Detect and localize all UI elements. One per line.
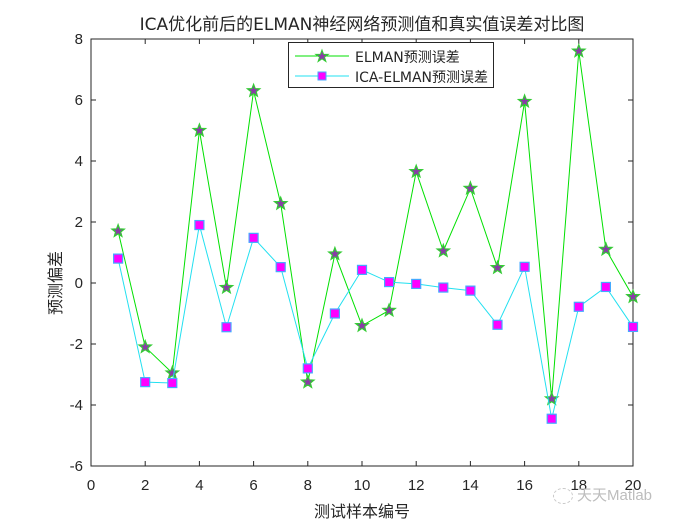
data-point <box>411 278 422 290</box>
x-tick-label: 18 <box>570 477 587 494</box>
data-point <box>164 364 181 380</box>
data-point <box>167 377 178 389</box>
data-point <box>354 317 370 333</box>
x-tick-label: 10 <box>354 477 371 494</box>
data-point <box>272 195 289 211</box>
data-point <box>492 319 503 330</box>
data-point <box>327 245 343 261</box>
star-marker-icon <box>295 48 349 63</box>
x-tick-label: 0 <box>87 477 95 494</box>
y-axis-label: 预测偏差 <box>46 250 65 316</box>
data-point <box>245 82 262 98</box>
chart-title: ICA优化前后的ELMAN神经网络预测值和真实值误差对比图 <box>139 15 585 35</box>
legend: ELMAN预测误差 ICA-ELMAN预测误差 <box>288 42 494 88</box>
legend-item-ica-elman: ICA-ELMAN预测误差 <box>289 66 493 86</box>
data-point <box>302 363 313 374</box>
x-tick-label: 12 <box>408 477 425 494</box>
x-tick-label: 4 <box>195 477 203 494</box>
y-tick-label: -6 <box>70 458 83 475</box>
data-point <box>329 308 340 319</box>
data-point <box>435 242 452 258</box>
y-tick-label: 2 <box>75 214 83 231</box>
x-tick-label: 14 <box>462 477 479 494</box>
data-point <box>627 321 639 333</box>
x-axis-label: 测试样本编号 <box>313 502 410 521</box>
x-tick-label: 20 <box>625 477 642 494</box>
data-point <box>299 373 316 389</box>
data-point <box>110 222 126 238</box>
data-point <box>191 122 208 138</box>
data-point <box>381 302 397 318</box>
data-point <box>489 259 506 275</box>
watermark-text: 天天Matlab <box>577 487 653 504</box>
data-point <box>543 390 560 406</box>
series-0 <box>110 42 641 406</box>
data-point <box>248 232 259 243</box>
watermark: 天天Matlab <box>553 484 652 505</box>
data-point <box>140 377 151 388</box>
data-point <box>462 180 479 196</box>
data-point <box>516 93 533 109</box>
data-point <box>465 285 476 296</box>
data-point <box>408 163 425 179</box>
data-point <box>356 264 368 275</box>
data-point <box>573 301 584 312</box>
legend-item-elman: ELMAN预测误差 <box>289 46 493 66</box>
legend-label: ICA-ELMAN预测误差 <box>355 70 488 86</box>
y-tick-label: 0 <box>75 275 83 292</box>
data-point <box>438 282 449 293</box>
x-tick-label: 2 <box>141 477 149 494</box>
data-point <box>600 281 612 293</box>
data-point <box>137 338 154 354</box>
data-point <box>112 253 124 264</box>
data-point <box>194 219 205 231</box>
data-point <box>384 276 395 288</box>
data-point <box>519 261 530 272</box>
x-tick-label: 6 <box>249 477 257 494</box>
y-tick-label: 6 <box>75 92 83 109</box>
y-tick-label: 8 <box>75 31 83 48</box>
data-point <box>598 241 614 257</box>
legend-label: ELMAN预测误差 <box>355 50 460 66</box>
data-point <box>625 288 641 304</box>
x-tick-label: 16 <box>516 477 533 494</box>
y-tick-label: 4 <box>75 153 83 170</box>
data-point <box>221 322 232 333</box>
wechat-icon <box>553 488 573 505</box>
x-tick-label: 8 <box>304 477 312 494</box>
data-point <box>570 42 587 58</box>
square-marker-icon <box>295 71 349 81</box>
y-tick-label: -2 <box>70 336 83 353</box>
data-point <box>218 279 235 295</box>
data-point <box>546 413 557 424</box>
y-tick-label: -4 <box>70 397 83 414</box>
data-point <box>275 262 286 273</box>
series-1 <box>112 219 639 424</box>
